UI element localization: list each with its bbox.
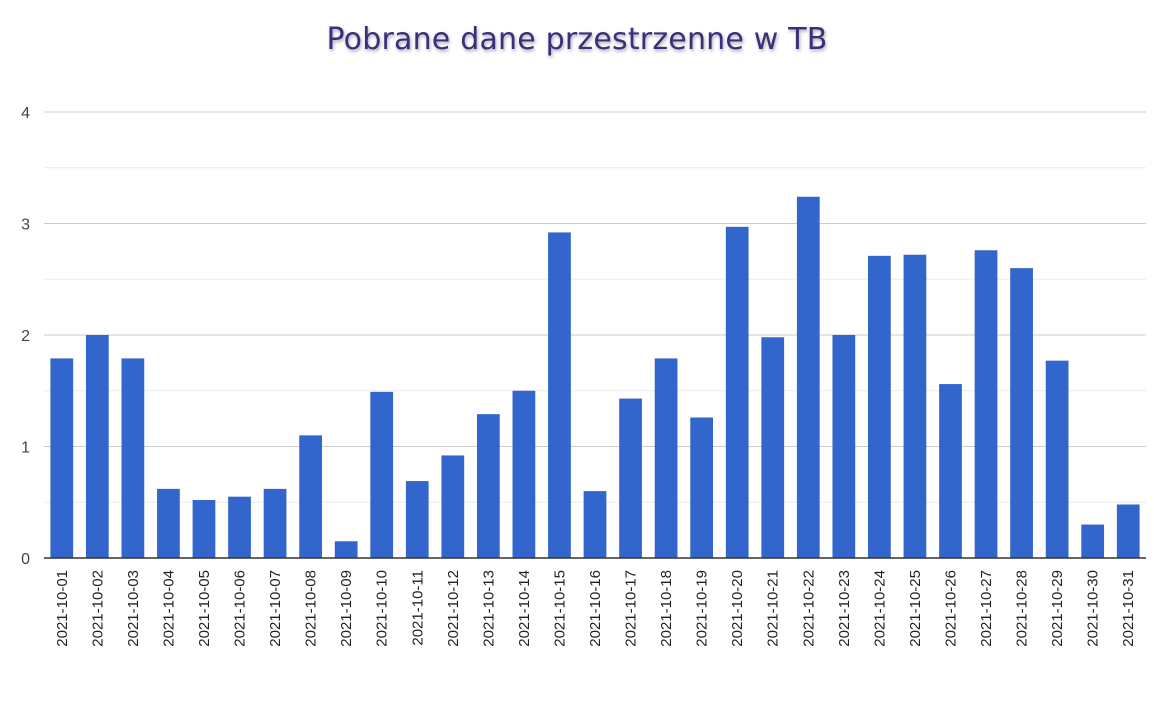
bar xyxy=(192,500,216,558)
x-tick-label: 2021-10-17 xyxy=(623,570,640,647)
bar xyxy=(1081,524,1105,558)
bar xyxy=(725,226,749,558)
x-tick-label: 2021-10-08 xyxy=(303,570,320,647)
x-tick-label: 2021-10-22 xyxy=(800,570,817,647)
bar xyxy=(85,335,109,558)
bar xyxy=(761,337,785,558)
x-tick-label: 2021-10-28 xyxy=(1014,570,1031,647)
x-tick-label: 2021-10-12 xyxy=(445,570,462,647)
bar xyxy=(1116,504,1140,558)
bar xyxy=(832,335,856,558)
y-tick-label: 3 xyxy=(21,217,30,234)
y-tick-label: 2 xyxy=(21,328,30,345)
bar xyxy=(903,254,927,558)
x-tick-label: 2021-10-19 xyxy=(694,570,711,647)
bar xyxy=(476,414,500,558)
x-tick-label: 2021-10-29 xyxy=(1049,570,1066,647)
bar xyxy=(512,390,536,558)
x-tick-label: 2021-10-01 xyxy=(54,570,71,647)
x-tick-label: 2021-10-25 xyxy=(907,570,924,647)
bar xyxy=(157,488,180,558)
bar xyxy=(796,196,820,559)
x-tick-label: 2021-10-18 xyxy=(658,570,675,647)
bar xyxy=(263,488,287,558)
x-tick-label: 2021-10-10 xyxy=(374,570,391,647)
bar xyxy=(654,358,678,558)
bar xyxy=(370,391,394,558)
x-tick-label: 2021-10-02 xyxy=(89,570,106,647)
bar xyxy=(405,481,429,558)
x-tick-label: 2021-10-09 xyxy=(338,570,355,647)
bar xyxy=(1045,360,1069,558)
x-tick-label: 2021-10-31 xyxy=(1120,570,1137,647)
x-tick-label: 2021-10-14 xyxy=(516,570,533,647)
bar xyxy=(441,455,465,558)
bar xyxy=(868,255,891,558)
x-tick-label: 2021-10-20 xyxy=(729,570,746,647)
x-tick-label: 2021-10-05 xyxy=(196,570,213,647)
bar xyxy=(121,358,145,558)
y-axis-ticks: 0 1 2 3 4 xyxy=(21,105,30,568)
x-tick-label: 2021-10-13 xyxy=(480,570,497,647)
x-tick-label: 2021-10-11 xyxy=(409,570,426,646)
x-tick-label: 2021-10-15 xyxy=(551,570,568,647)
bar xyxy=(299,435,322,558)
x-tick-label: 2021-10-24 xyxy=(871,570,888,647)
bar xyxy=(974,250,998,558)
x-tick-label: 2021-10-21 xyxy=(765,570,782,647)
chart-title: Pobrane dane przestrzenne w TB xyxy=(326,22,828,57)
bar xyxy=(1010,268,1033,558)
bar xyxy=(619,398,642,558)
y-tick-label: 1 xyxy=(21,440,30,457)
x-tick-label: 2021-10-26 xyxy=(942,570,959,647)
bar xyxy=(50,358,74,558)
y-tick-label: 0 xyxy=(21,551,30,568)
bar xyxy=(334,541,358,558)
bar xyxy=(690,417,714,558)
x-tick-label: 2021-10-16 xyxy=(587,570,604,647)
x-tick-label: 2021-10-04 xyxy=(160,570,177,647)
bar xyxy=(939,384,962,558)
bar xyxy=(548,232,571,559)
bar-series xyxy=(50,196,1140,559)
y-tick-label: 4 xyxy=(21,105,30,122)
x-tick-label: 2021-10-23 xyxy=(836,570,853,647)
x-tick-label: 2021-10-06 xyxy=(232,570,249,647)
x-tick-label: 2021-10-30 xyxy=(1085,570,1102,647)
x-axis-ticks: 2021-10-01 2021-10-02 2021-10-03 2021-10-04… xyxy=(54,570,1137,647)
bar xyxy=(583,491,607,558)
x-tick-label: 2021-10-03 xyxy=(125,570,142,647)
x-tick-label: 2021-10-27 xyxy=(978,570,995,647)
bar xyxy=(228,496,251,558)
x-tick-label: 2021-10-07 xyxy=(267,570,284,647)
